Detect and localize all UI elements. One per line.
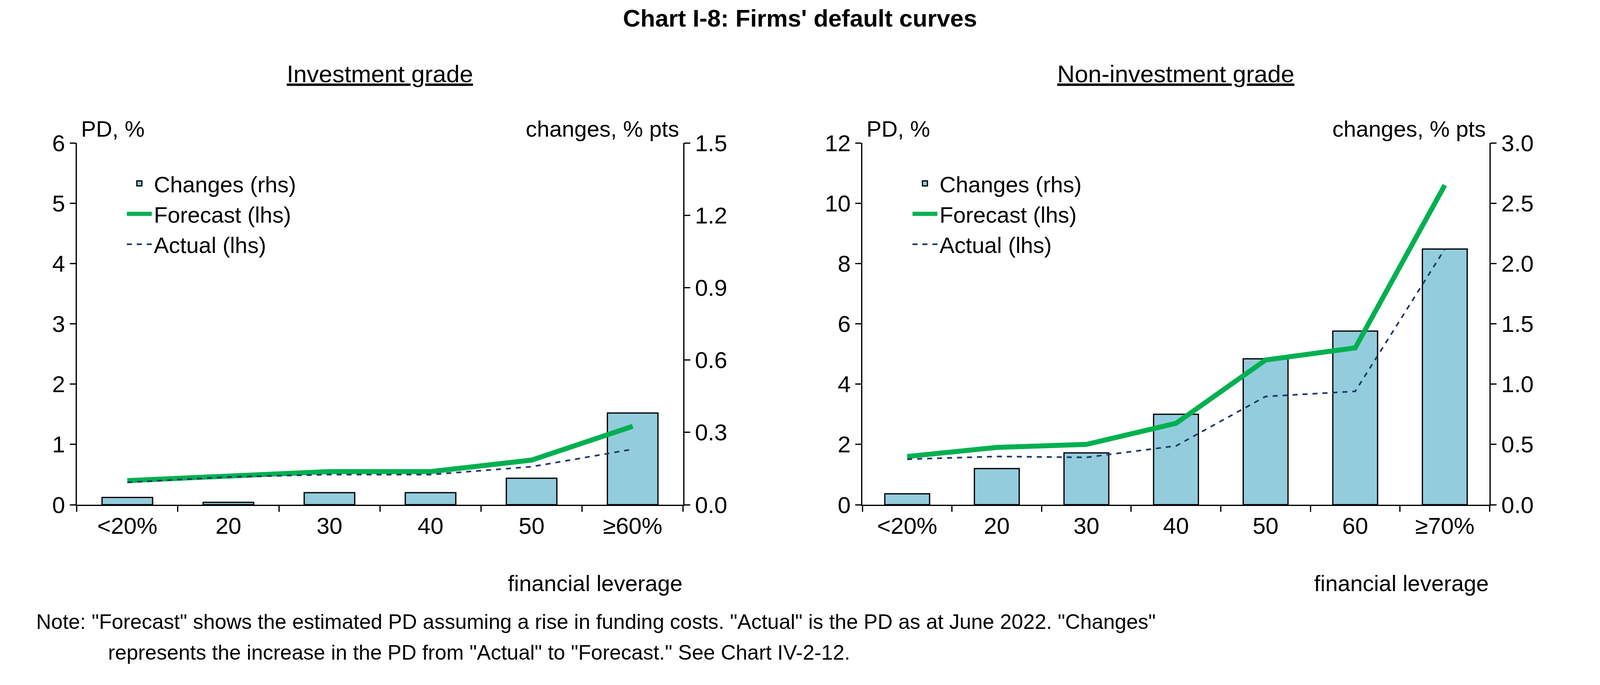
- svg-text:20: 20: [215, 512, 242, 540]
- svg-text:0.3: 0.3: [694, 419, 728, 446]
- svg-text:30: 30: [316, 512, 343, 540]
- svg-text:2: 2: [51, 371, 65, 398]
- svg-text:Actual (lhs): Actual (lhs): [153, 232, 266, 258]
- svg-text:0: 0: [837, 492, 851, 519]
- svg-text:≥60%: ≥60%: [603, 512, 663, 540]
- svg-text:changes, % pts: changes, % pts: [1332, 116, 1486, 142]
- svg-text:financial leverage: financial leverage: [1314, 571, 1489, 596]
- svg-text:0: 0: [51, 492, 65, 519]
- svg-text:Forecast (lhs): Forecast (lhs): [153, 202, 291, 228]
- svg-text:Forecast (lhs): Forecast (lhs): [939, 202, 1077, 228]
- svg-text:3: 3: [51, 310, 65, 338]
- svg-text:Investment grade: Investment grade: [286, 60, 473, 88]
- svg-text:50: 50: [1252, 512, 1279, 540]
- svg-text:6: 6: [51, 130, 65, 157]
- svg-text:0.9: 0.9: [694, 274, 728, 301]
- svg-text:≥70%: ≥70%: [1415, 512, 1475, 540]
- svg-text:Note: "Forecast" shows the est: Note: "Forecast" shows the estimated PD …: [36, 610, 1156, 634]
- svg-text:<20%: <20%: [97, 512, 158, 540]
- svg-text:Changes (rhs): Changes (rhs): [939, 172, 1082, 197]
- svg-text:2: 2: [837, 431, 851, 458]
- svg-text:5: 5: [51, 190, 65, 217]
- svg-text:Chart I-8: Firms' default curv: Chart I-8: Firms' default curves: [622, 4, 978, 32]
- svg-text:40: 40: [1163, 512, 1189, 540]
- svg-text:50: 50: [518, 512, 545, 540]
- svg-text:40: 40: [417, 512, 444, 540]
- svg-text:2.0: 2.0: [1501, 250, 1534, 277]
- svg-text:changes, % pts: changes, % pts: [525, 116, 680, 142]
- svg-text:Non-investment grade: Non-investment grade: [1057, 60, 1295, 88]
- svg-text:0.0: 0.0: [694, 492, 728, 519]
- svg-text:1.0: 1.0: [1501, 371, 1534, 398]
- svg-text:60: 60: [1342, 512, 1369, 540]
- svg-text:0.0: 0.0: [1501, 492, 1534, 519]
- svg-text:0.5: 0.5: [1501, 431, 1534, 458]
- svg-text:4: 4: [837, 371, 851, 398]
- svg-text:12: 12: [824, 130, 851, 157]
- svg-text:<20%: <20%: [877, 512, 938, 540]
- svg-text:8: 8: [837, 250, 851, 277]
- svg-text:10: 10: [824, 190, 851, 217]
- svg-text:30: 30: [1073, 512, 1100, 540]
- svg-text:represents the increase in the: represents the increase in the PD from "…: [108, 641, 851, 665]
- svg-text:0.6: 0.6: [694, 347, 728, 374]
- svg-text:Actual (lhs): Actual (lhs): [939, 232, 1052, 258]
- svg-text:Changes (rhs): Changes (rhs): [153, 172, 296, 197]
- svg-text:PD, %: PD, %: [866, 116, 931, 142]
- svg-text:1.2: 1.2: [694, 202, 728, 229]
- svg-text:3.0: 3.0: [1501, 130, 1534, 157]
- svg-text:1: 1: [51, 431, 65, 458]
- svg-text:1.5: 1.5: [694, 130, 728, 157]
- svg-text:4: 4: [51, 250, 65, 277]
- svg-text:1.5: 1.5: [1501, 310, 1534, 338]
- svg-text:PD, %: PD, %: [81, 116, 145, 142]
- svg-text:financial leverage: financial leverage: [507, 571, 683, 596]
- svg-text:20: 20: [983, 512, 1010, 540]
- svg-text:2.5: 2.5: [1501, 190, 1534, 217]
- svg-text:6: 6: [837, 310, 851, 338]
